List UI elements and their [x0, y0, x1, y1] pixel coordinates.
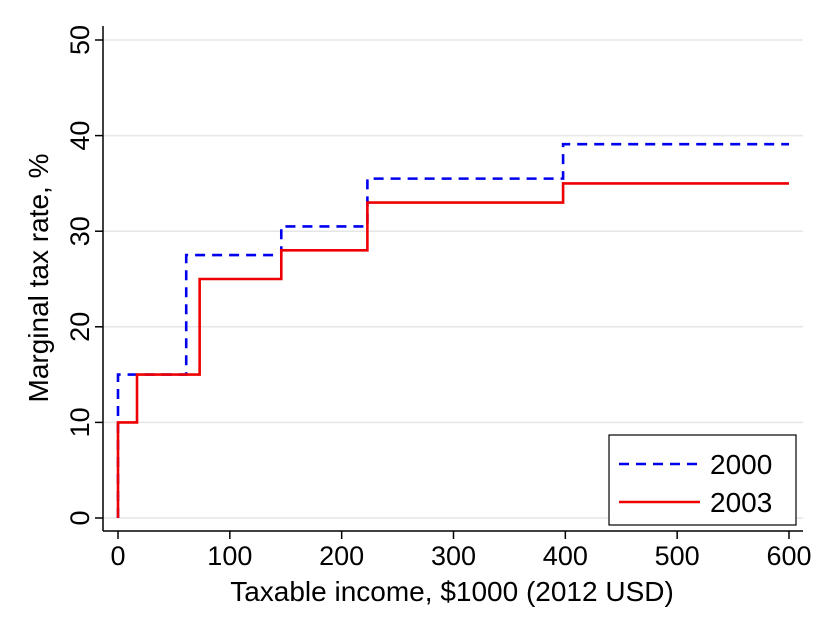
x-tick-label: 400: [543, 541, 588, 571]
legend-label-2003: 2003: [710, 487, 772, 518]
y-tick-label: 40: [65, 121, 95, 151]
x-axis-ticks: 0 100 200 300 400 500 600: [110, 531, 812, 571]
x-tick-label: 100: [207, 541, 252, 571]
y-tick-label: 20: [65, 312, 95, 342]
series-lines: [116, 142, 789, 518]
x-tick-label: 200: [319, 541, 364, 571]
legend-box: [608, 434, 797, 526]
legend: 2000 2003: [608, 434, 797, 526]
y-tick-label: 50: [65, 25, 95, 55]
x-axis-title: Taxable income, $1000 (2012 USD): [230, 576, 674, 607]
x-tick-label: 300: [431, 541, 476, 571]
gridlines: [103, 39, 803, 519]
x-tick-label: 0: [110, 541, 125, 571]
y-tick-label: 10: [65, 407, 95, 437]
y-axis-ticks: 0 10 20 30 40 50: [65, 25, 103, 526]
x-tick-label: 500: [655, 541, 700, 571]
legend-label-2000: 2000: [710, 449, 772, 480]
y-tick-label: 0: [65, 510, 95, 525]
y-tick-label: 30: [65, 216, 95, 246]
x-tick-label: 600: [766, 541, 811, 571]
series-line-2003: [116, 182, 789, 518]
y-axis-title: Marginal tax rate, %: [23, 154, 54, 403]
